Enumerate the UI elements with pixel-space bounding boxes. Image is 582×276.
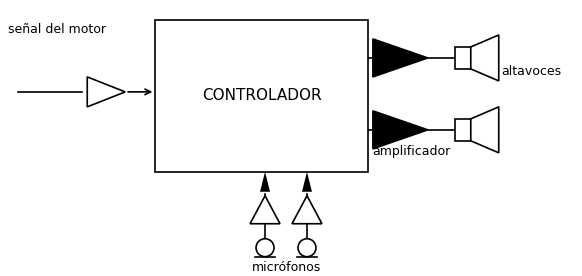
Polygon shape (373, 39, 428, 77)
Polygon shape (260, 172, 270, 192)
Text: CONTROLADOR: CONTROLADOR (202, 88, 321, 104)
Polygon shape (250, 196, 280, 224)
Bar (455, 47, 471, 69)
Text: señal del motor: señal del motor (8, 23, 107, 36)
Bar (455, 119, 471, 141)
Polygon shape (471, 107, 499, 153)
Text: altavoces: altavoces (502, 65, 562, 78)
Text: amplificador: amplificador (372, 145, 450, 158)
Polygon shape (373, 111, 428, 149)
Polygon shape (302, 172, 312, 192)
Circle shape (298, 239, 316, 257)
Polygon shape (87, 77, 125, 107)
Bar (155, 20, 368, 172)
Polygon shape (292, 196, 322, 224)
Circle shape (256, 239, 274, 257)
Text: micrófonos: micrófonos (251, 261, 321, 274)
Polygon shape (471, 35, 499, 81)
